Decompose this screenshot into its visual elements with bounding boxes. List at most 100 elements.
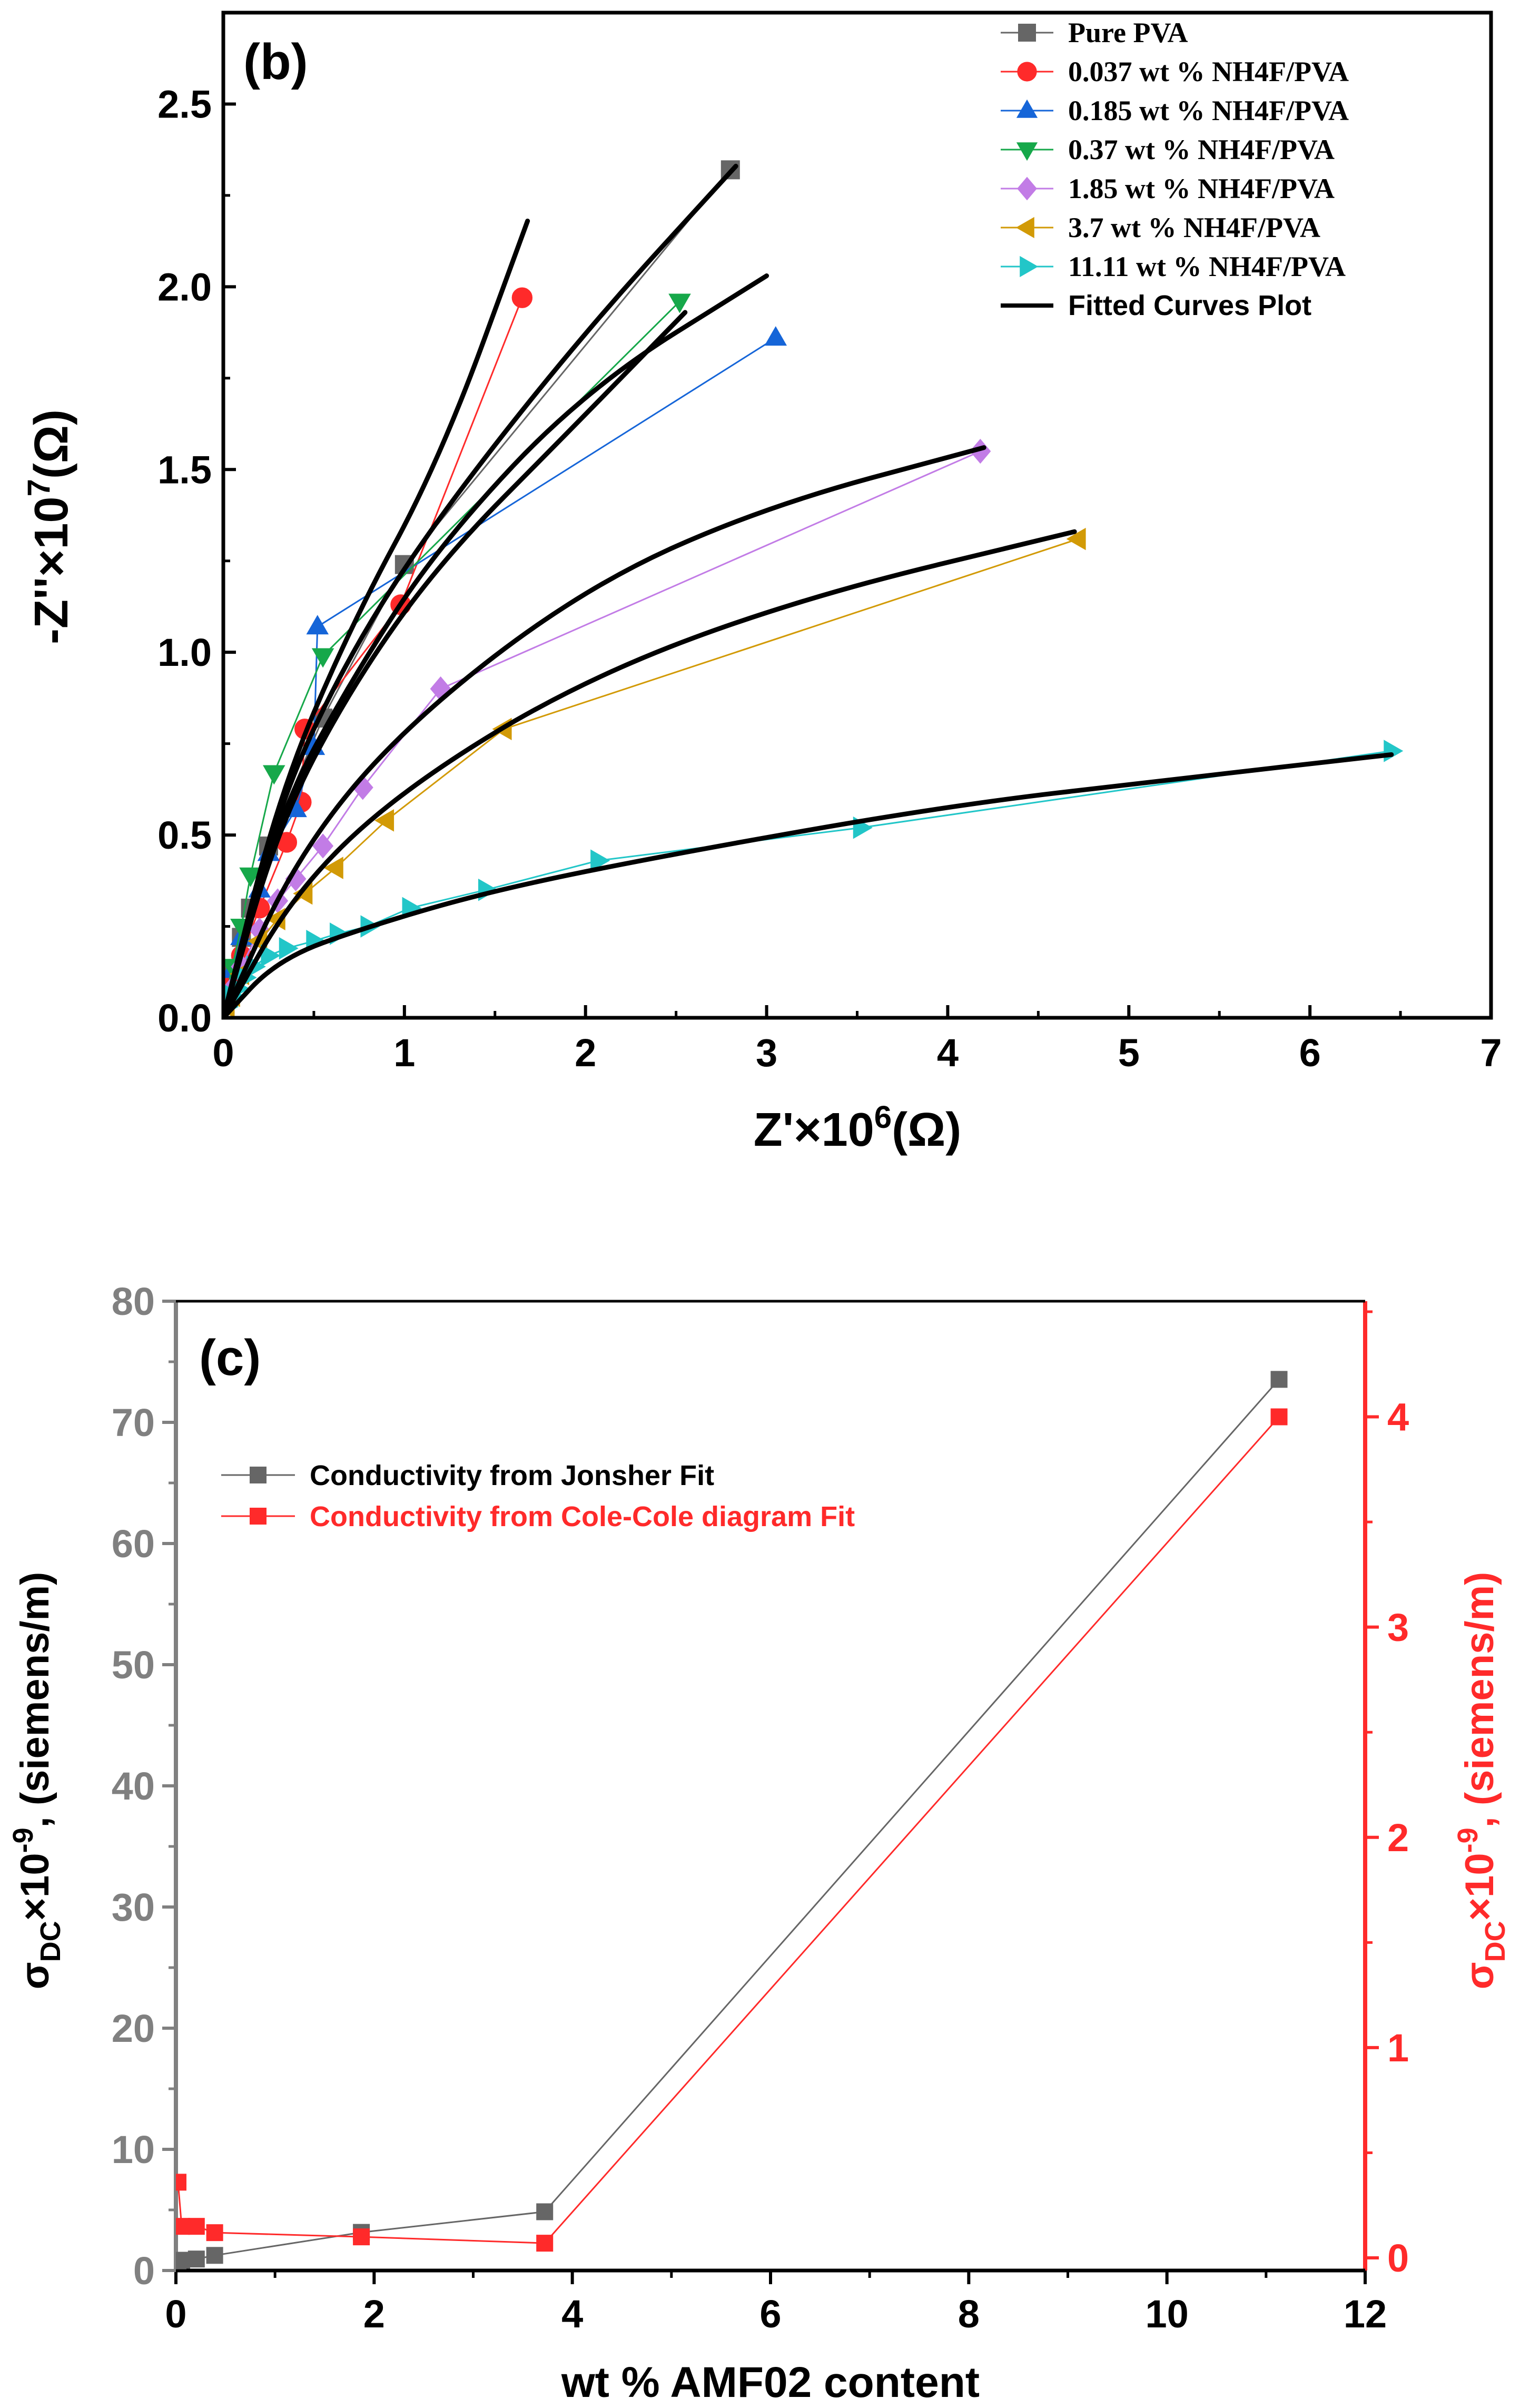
panel-c-x-tick-label: 0 <box>165 2292 186 2336</box>
panel-c-left-tick-label: 20 <box>112 2007 155 2050</box>
panel-b-chart: 0 1 2 3 4 5 6 7 0.0 0.5 1.0 1.5 2.0 2.5 (b) Pure PVA 0… <box>21 11 1502 1156</box>
panel-b-y-tick-label: 2.5 <box>157 82 212 126</box>
panel-c-x-tick-label: 4 <box>561 2292 583 2336</box>
panel-b-data-point <box>1066 527 1086 551</box>
panel-b-x-tick-label: 4 <box>937 1031 959 1075</box>
panel-c-left-tick-label: 50 <box>112 1643 155 1687</box>
panel-b-xlabel-unit: (Ω) <box>892 1104 961 1156</box>
panel-b-y-tick-label: 1.5 <box>157 448 212 492</box>
panel-b-ylabel-sup: 7 <box>21 479 56 496</box>
panel-c-x-tick-label: 8 <box>958 2292 980 2336</box>
panel-c-data-point <box>187 2218 205 2235</box>
panel-b-axes: 0 1 2 3 4 5 6 7 0.0 0.5 1.0 1.5 2.0 2.5 <box>157 82 1502 1075</box>
panel-b-x-tick-label: 3 <box>756 1031 777 1075</box>
panel-c-right-tick-label: 0 <box>1387 2236 1409 2280</box>
panel-c-left-tick-label: 70 <box>112 1401 155 1444</box>
panel-b-x-tick-label: 6 <box>1299 1031 1321 1075</box>
panel-c-x-axis-title: wt % AMF02 content <box>561 2358 980 2406</box>
panel-b-ylabel-main: -Z''×10 <box>25 497 78 644</box>
panel-b-legend: Pure PVA 0.037 wt % NH4F/PVA 0.185 wt % NH… <box>1001 17 1349 321</box>
panel-c-data-point <box>1270 1371 1288 1388</box>
panel-c-data-point <box>206 2224 223 2242</box>
panel-c-left-ylabel-mult: ×10 <box>13 1853 57 1921</box>
panel-c-label: (c) <box>199 1330 261 1386</box>
panel-b-label: (b) <box>243 34 308 90</box>
panel-b-legend-marker <box>1017 176 1037 201</box>
panel-b-y-tick-label: 0.5 <box>157 813 212 857</box>
panel-c-data-area <box>176 1371 1288 2269</box>
panel-c-x-tick-label: 2 <box>363 2292 385 2336</box>
panel-b-legend-label: Pure PVA <box>1068 17 1188 48</box>
panel-b-data-point <box>374 809 394 832</box>
panel-b-data-point <box>764 326 787 346</box>
panel-b-legend-label: 0.37 wt % NH4F/PVA <box>1068 134 1335 165</box>
panel-c-left-tick-label: 30 <box>112 1885 155 1929</box>
panel-b-legend-label: 0.185 wt % NH4F/PVA <box>1068 95 1349 126</box>
panel-b-legend-marker <box>1016 99 1038 118</box>
panel-b-data-point <box>263 765 285 785</box>
panel-c-legend: Conductivity from Jonsher Fit Conductivit… <box>221 1460 855 1532</box>
panel-c-legend-label: Conductivity from Cole-Cole diagram Fit <box>310 1501 855 1532</box>
panel-c-right-ylabel-sigma: σ <box>1457 1962 1502 1989</box>
panel-c-right-tick-label: 3 <box>1387 1606 1409 1649</box>
panel-c-left-tick-label: 0 <box>133 2249 155 2293</box>
panel-b-legend-label: 1.85 wt % NH4F/PVA <box>1068 173 1335 204</box>
panel-b-legend-label: 11.11 wt % NH4F/PVA <box>1068 251 1346 282</box>
panel-c-data-point <box>536 2235 554 2252</box>
panel-b-legend-marker <box>1018 24 1036 42</box>
panel-b-data-point <box>306 615 329 635</box>
panel-b-xlabel-sup: 6 <box>874 1099 892 1135</box>
panel-b-data-point <box>312 833 334 859</box>
panel-b-y-axis-title: -Z''×107(Ω) <box>21 409 78 644</box>
panel-b-xlabel-main: Z'×10 <box>754 1104 874 1156</box>
panel-b-x-tick-label: 2 <box>575 1031 596 1075</box>
panel-b-fitted-curve <box>223 752 1394 1018</box>
panel-c-data-point <box>353 2228 370 2246</box>
panel-c-x-tick-label: 10 <box>1146 2292 1189 2336</box>
panel-b-legend-label: 0.037 wt % NH4F/PVA <box>1068 56 1349 87</box>
panel-c-legend-marker <box>250 1508 267 1525</box>
panel-b-data-point <box>590 849 610 872</box>
panel-c-left-ylabel-rest: , (siemens/m) <box>13 1572 57 1828</box>
panel-c-left-tick-label: 10 <box>112 2128 155 2171</box>
panel-c-right-tick-label: 4 <box>1387 1395 1409 1439</box>
panel-b-legend-fit-label: Fitted Curves Plot <box>1068 290 1311 321</box>
panel-c-right-ylabel-mult: ×10 <box>1457 1853 1502 1921</box>
panel-b-legend-marker <box>1020 255 1039 278</box>
panel-b-fitted-curve <box>223 310 688 1018</box>
panel-b-legend-marker <box>1015 217 1034 239</box>
panel-b-data-area <box>223 160 1404 1018</box>
panel-c-data-point <box>206 2247 223 2264</box>
panel-c-legend-label: Conductivity from Jonsher Fit <box>310 1460 714 1491</box>
panel-c-x-tick-label: 6 <box>759 2292 781 2336</box>
panel-b-legend-marker <box>1017 62 1037 82</box>
panel-c-right-ylabel-rest: , (siemens/m) <box>1457 1572 1502 1828</box>
panel-b-y-tick-label: 1.0 <box>157 631 212 674</box>
panel-c-left-y-axis-title: σDC×10-9, (siemens/m) <box>7 1572 66 1990</box>
panel-c-legend-marker <box>250 1467 267 1483</box>
panel-c-right-tick-label: 1 <box>1387 2026 1409 2070</box>
panel-b-data-point <box>511 287 533 308</box>
panel-b-y-tick-label: 0.0 <box>157 996 212 1040</box>
panel-b-data-point <box>261 944 281 967</box>
panel-b-x-tick-label: 1 <box>393 1031 415 1075</box>
panel-c-right-y-axis-title: σDC×10-9, (siemens/m) <box>1452 1572 1511 1990</box>
panel-c-left-tick-label: 40 <box>112 1764 155 1808</box>
panel-c-data-point <box>176 2174 186 2191</box>
panel-b-x-tick-label: 0 <box>212 1031 234 1075</box>
panel-b-legend-label: 3.7 wt % NH4F/PVA <box>1068 212 1320 243</box>
panel-c-data-point <box>1270 1408 1288 1426</box>
panel-c-data-point <box>536 2203 554 2220</box>
panel-c-left-tick-label: 60 <box>112 1522 155 1566</box>
panel-b-fitted-curve <box>223 445 986 1018</box>
panel-c-data-point <box>176 2252 190 2269</box>
panel-c-left-ylabel-sub: DC <box>35 1921 66 1962</box>
panel-b-data-point <box>311 648 334 668</box>
panel-b-y-tick-label: 2.0 <box>157 265 212 309</box>
panel-c-left-ylabel-sup: -9 <box>7 1827 39 1853</box>
panel-b-data-point <box>668 293 691 313</box>
panel-b-x-tick-label: 5 <box>1118 1031 1140 1075</box>
